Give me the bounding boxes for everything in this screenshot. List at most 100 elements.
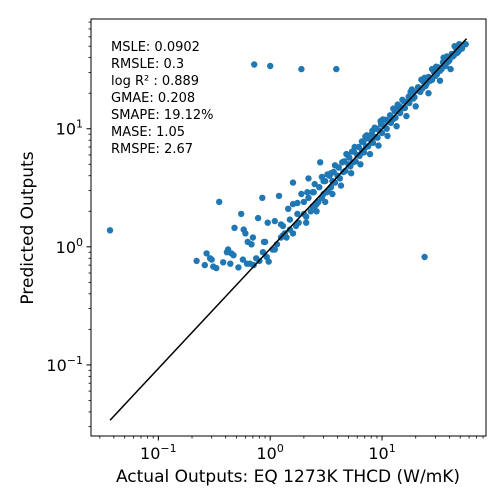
data-point [238,210,245,218]
metric-line: MASE: 1.05 [111,125,185,140]
y-tick-label: 101 [56,118,83,139]
data-point [351,143,358,151]
data-point [363,132,370,139]
plot-frame [90,18,487,437]
x-tick-label: 10−1 [140,442,177,463]
data-point [375,142,382,149]
data-point [283,234,290,241]
data-point [250,261,257,269]
data-point [285,205,292,212]
data-point [322,198,329,206]
data-point [193,257,200,265]
data-point [317,159,324,166]
data-point [298,190,305,198]
data-point [390,105,397,112]
data-point [436,77,444,84]
data-point [371,124,378,131]
data-point [240,226,247,233]
metric-line: RMSLE: 0.3 [111,57,184,72]
data-point [311,203,318,210]
data-point [201,261,208,269]
data-point [403,112,410,120]
data-point [231,224,238,231]
data-point [239,256,247,263]
data-point [316,184,323,191]
data-point [294,199,301,207]
data-point [425,90,432,97]
data-point [298,65,305,73]
data-point [344,151,351,159]
data-point [311,180,318,188]
data-point [421,253,428,261]
data-point [289,179,297,186]
metrics-box: MSLE: 0.0902 RMSLE: 0.3 log R² : 0.889 GMAE… [111,40,214,157]
data-point [216,198,223,206]
data-point [106,227,114,234]
data-point [303,219,310,226]
data-point [259,249,267,256]
metric-line: SMAPE: 19.12% [111,108,214,123]
data-point [294,210,301,218]
y-tick-label: 100 [56,236,83,257]
data-point [289,230,297,237]
data-point [227,260,234,267]
data-point [267,62,274,70]
metric-line: RMSPE: 2.67 [111,142,193,157]
data-point [254,214,262,222]
data-point [271,246,278,253]
data-point [433,63,440,70]
data-point [265,258,272,265]
data-point [337,182,345,189]
y-axis-label: Predicted Outputs [18,151,38,304]
data-point [331,162,339,169]
x-tick-label: 101 [368,442,395,463]
data-point [399,96,406,104]
data-point [447,65,454,73]
data-point [260,238,268,246]
data-point [377,117,384,125]
data-point [318,173,326,181]
data-point [394,101,401,108]
data-point [383,125,390,132]
data-point [249,234,257,241]
data-point [304,189,311,196]
data-point [393,123,400,130]
metric-line: MSLE: 0.0902 [111,40,200,55]
data-point [329,190,336,198]
metric-line: GMAE: 0.208 [111,91,195,106]
x-axis-label: Actual Outputs: EQ 1273K THCD (W/mK) [116,467,460,487]
data-point [339,159,346,166]
data-point [251,61,258,68]
y-tick-label: 10−1 [46,354,83,375]
data-point [313,208,320,215]
metric-line: log R² : 0.889 [111,74,199,89]
data-point [307,208,314,215]
data-point [303,213,310,220]
data-point [277,221,285,228]
data-point [203,250,210,257]
data-point [324,171,331,178]
data-point [259,194,266,201]
points-layer [106,41,469,272]
data-point [305,194,312,201]
data-point [309,189,316,196]
x-tick-label: 100 [257,442,284,463]
data-point [348,170,355,177]
data-point [421,74,428,82]
data-point [235,264,242,271]
data-point [271,217,278,225]
data-point [366,150,374,158]
data-point [243,260,251,267]
data-point [333,65,340,73]
data-point [286,216,294,223]
data-point [213,264,220,272]
data-point [305,175,312,182]
data-point [264,219,271,226]
data-point [300,198,308,206]
data-point [275,192,283,200]
data-point [208,256,215,263]
reference-line [109,38,468,421]
data-point [462,41,469,48]
